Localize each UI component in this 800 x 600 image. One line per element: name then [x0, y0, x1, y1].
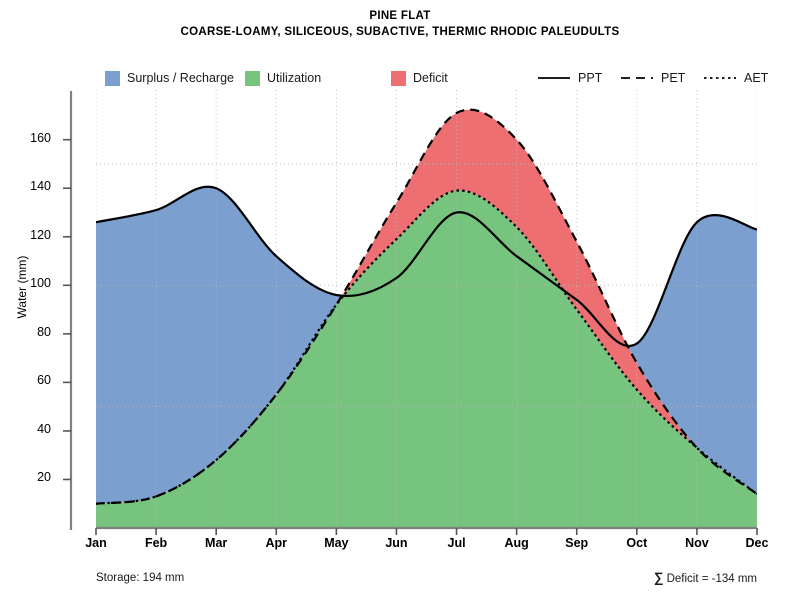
x-tick-label-jun: Jun — [385, 536, 408, 550]
x-tick-label-jul: Jul — [447, 536, 466, 550]
legend-label-aet: AET — [744, 71, 769, 85]
x-tick-label-nov: Nov — [685, 536, 709, 550]
legend-label-utilization: Utilization — [267, 71, 322, 85]
title-line-1: PINE FLAT — [369, 10, 431, 22]
y-tick-label: 80 — [37, 324, 51, 339]
legend-line-ppt — [537, 71, 571, 85]
y-tick-label: 100 — [30, 276, 51, 291]
x-tick-label-aug: Aug — [504, 536, 529, 550]
x-tick-label-sep: Sep — [565, 536, 589, 550]
y-tick-label: 120 — [30, 227, 51, 242]
x-tick-label-oct: Oct — [626, 536, 648, 550]
y-tick-label: 160 — [30, 130, 51, 145]
x-tick-label-mar: Mar — [205, 536, 228, 550]
legend-swatch-utilization — [245, 70, 260, 86]
legend-item-pet: PET — [620, 68, 685, 88]
legend-line-pet — [620, 71, 654, 85]
legend-label-deficit: Deficit — [413, 71, 448, 85]
x-tick-label-dec: Dec — [745, 536, 769, 550]
page-title: PINE FLAT COARSE-LOAMY, SILICEOUS, SUBAC… — [0, 8, 800, 40]
deficit-text: Deficit = -134 mm — [666, 573, 757, 585]
legend-swatch-deficit — [391, 70, 406, 86]
legend-item-ppt: PPT — [537, 68, 602, 88]
legend-label-ppt: PPT — [578, 71, 603, 85]
x-tick-label-feb: Feb — [144, 536, 168, 550]
storage-annotation: Storage: 194 mm — [96, 572, 185, 584]
sigma-symbol: ∑ — [653, 570, 664, 585]
legend-item-surplus: Surplus / Recharge — [105, 68, 234, 88]
legend-label-pet: PET — [661, 71, 686, 85]
x-tick-label-may: May — [324, 536, 349, 550]
legend-item-deficit: Deficit — [391, 68, 448, 88]
y-tick-label: 140 — [30, 179, 51, 194]
legend-item-utilization: Utilization — [245, 68, 321, 88]
deficit-annotation: ∑ Deficit = -134 mm — [654, 570, 757, 585]
y-tick-label: 40 — [37, 421, 51, 436]
x-tick-label-apr: Apr — [265, 536, 288, 550]
x-tick-label-jan: Jan — [85, 536, 107, 550]
y-tick-label: 60 — [37, 373, 51, 388]
legend-label-surplus: Surplus / Recharge — [127, 71, 235, 85]
chart-legend: Surplus / Recharge Utilization Deficit P… — [0, 68, 800, 88]
legend-swatch-surplus — [105, 70, 120, 86]
y-tick-label: 20 — [37, 470, 51, 485]
legend-item-aet: AET — [703, 68, 768, 88]
title-line-2: COARSE-LOAMY, SILICEOUS, SUBACTIVE, THER… — [180, 26, 620, 38]
